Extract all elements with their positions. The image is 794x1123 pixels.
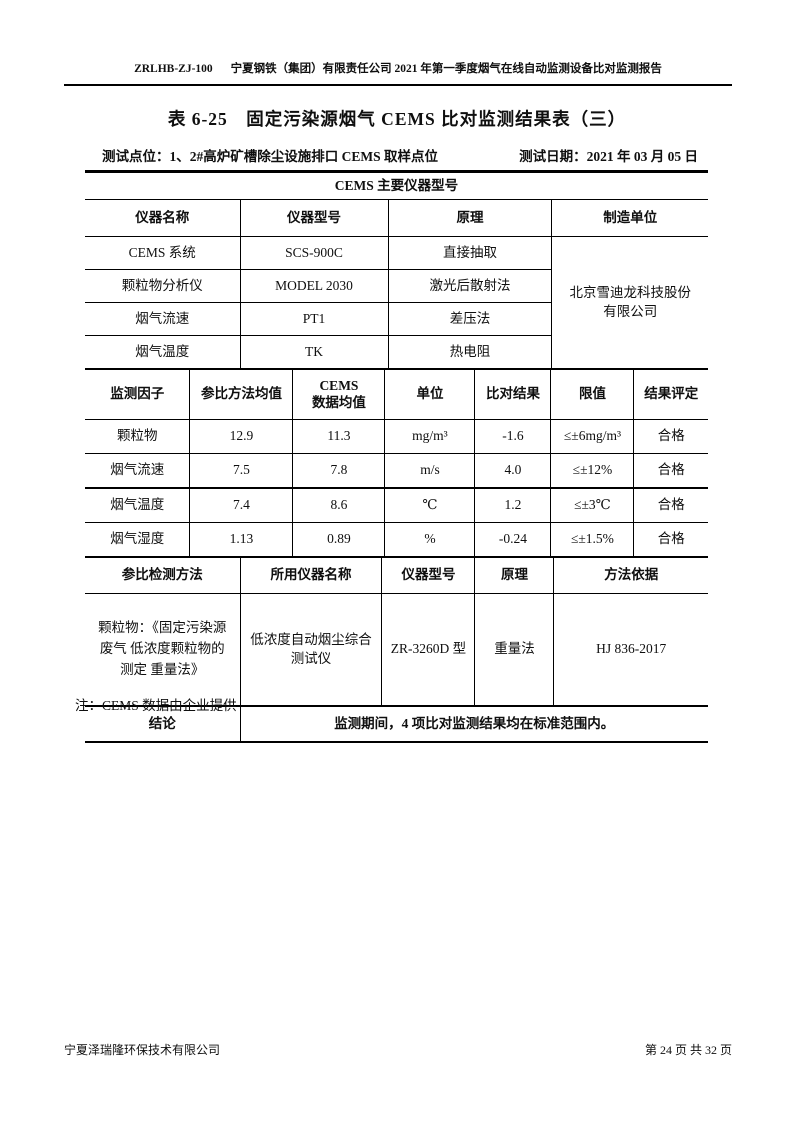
table-row: 颗粒物分析仪 MODEL 2030 激光后散射法 (85, 269, 708, 303)
cell-instrument-name: 烟气温度 (85, 335, 241, 370)
cell-principle: 差压法 (388, 302, 553, 336)
cell-ref-mean: 7.4 (189, 488, 294, 523)
conclusion-text: 监测期间，4 项比对监测结果均在标准范围内。 (240, 706, 708, 743)
header-instrument-model: 仪器型号 (240, 200, 389, 237)
cell-instrument-model: SCS-900C (240, 236, 389, 270)
table-row: 烟气湿度 1.13 0.89 % -0.24 ≤±1.5% 合格 (85, 522, 708, 558)
instrument-table: 仪器名称 仪器型号 原理 制造单位 CEMS 系统 SCS-900C 直接抽取 … (85, 200, 708, 370)
cell-ref-model: ZR-3260D 型 (381, 593, 476, 707)
header-diff: 比对结果 (474, 370, 552, 420)
cell-instrument-name: 烟气流速 (85, 302, 241, 336)
cell-instrument-model: PT1 (240, 302, 389, 336)
reference-method-table: 参比检测方法 所用仪器名称 仪器型号 原理 方法依据 颗粒物：《固定污染源废气 … (85, 558, 708, 743)
cell-verdict: 合格 (633, 453, 708, 489)
cell-cems-mean: 0.89 (292, 522, 386, 558)
cell-factor: 烟气温度 (85, 488, 191, 523)
cell-instrument-name: CEMS 系统 (85, 236, 241, 270)
table-row: 烟气流速 7.5 7.8 m/s 4.0 ≤±12% 合格 (85, 453, 708, 489)
header-verdict: 结果评定 (633, 370, 708, 420)
cell-instrument-model: MODEL 2030 (240, 269, 389, 303)
header-ref-method: 参比检测方法 (85, 558, 241, 594)
report-code: ZRLHB-ZJ-100 (134, 63, 213, 75)
test-date: 测试日期：2021 年 03 月 05 日 (519, 149, 698, 165)
cell-cems-mean: 8.6 (292, 488, 386, 523)
header-method-basis: 方法依据 (553, 558, 708, 594)
cell-ref-principle: 重量法 (474, 593, 555, 707)
header-cems-mean-line1: CEMS (319, 377, 359, 393)
test-point: 测试点位：1、2#高炉矿槽除尘设施排口 CEMS 取样点位 (102, 149, 439, 165)
header-manufacturer: 制造单位 (551, 200, 708, 237)
cell-verdict: 合格 (633, 419, 708, 454)
cell-limit: ≤±6mg/m³ (550, 419, 635, 454)
cell-factor: 烟气湿度 (85, 522, 191, 558)
footnote: 注：CEMS 数据由企业提供 (75, 698, 237, 713)
header-ref-principle: 原理 (474, 558, 555, 594)
table-row: 颗粒物：《固定污染源废气 低浓度颗粒物的测定 重量法》 低浓度自动烟尘综合测试仪… (85, 593, 708, 707)
cell-limit: ≤±12% (550, 453, 635, 489)
table-row: 颗粒物 12.9 11.3 mg/m³ -1.6 ≤±6mg/m³ 合格 (85, 419, 708, 454)
header-instrument-name: 仪器名称 (85, 200, 241, 237)
result-table: 监测因子 参比方法均值 CEMS 数据均值 单位 比对结果 限值 结果评定 颗粒… (85, 370, 708, 558)
header-cems-mean-line2: 数据均值 (311, 394, 366, 410)
cell-principle: 直接抽取 (388, 236, 553, 270)
cell-unit: m/s (384, 453, 476, 489)
cems-comparison-table: 测试点位：1、2#高炉矿槽除尘设施排口 CEMS 取样点位 测试日期：2021 … (85, 145, 708, 743)
page-header: ZRLHB-ZJ-100 宁夏钢铁（集团）有限责任公司 2021 年第一季度烟气… (64, 60, 732, 86)
cell-ref-mean: 12.9 (189, 419, 294, 454)
table-row: CEMS 系统 SCS-900C 直接抽取 北京雪迪龙科技股份有限公司 (85, 236, 708, 370)
header-factor: 监测因子 (85, 370, 191, 420)
meta-row: 测试点位：1、2#高炉矿槽除尘设施排口 CEMS 取样点位 测试日期：2021 … (85, 145, 708, 173)
cell-diff: -1.6 (474, 419, 552, 454)
section-title-cems-models: CEMS 主要仪器型号 (85, 173, 708, 200)
cell-verdict: 合格 (633, 522, 708, 558)
cell-unit: mg/m³ (384, 419, 476, 454)
cell-unit: % (384, 522, 476, 558)
cell-method-basis: HJ 836-2017 (553, 593, 708, 707)
cell-factor: 颗粒物 (85, 419, 191, 454)
header-ref-mean: 参比方法均值 (189, 370, 294, 420)
header-cems-mean: CEMS 数据均值 (292, 370, 386, 420)
cell-diff: 4.0 (474, 453, 552, 489)
header-unit: 单位 (384, 370, 476, 420)
cell-used-instrument: 低浓度自动烟尘综合测试仪 (240, 593, 383, 707)
cell-verdict: 合格 (633, 488, 708, 523)
cell-unit: ℃ (384, 488, 476, 523)
table-title: 表 6-25 固定污染源烟气 CEMS 比对监测结果表（三） (167, 109, 627, 129)
cell-ref-mean: 1.13 (189, 522, 294, 558)
instrument-table-header-row: 仪器名称 仪器型号 原理 制造单位 (85, 200, 708, 237)
cell-cems-mean: 7.8 (292, 453, 386, 489)
cell-ref-mean: 7.5 (189, 453, 294, 489)
cell-principle: 热电阻 (388, 335, 553, 370)
cell-cems-mean: 11.3 (292, 419, 386, 454)
conclusion-label: 结论 (85, 706, 241, 743)
table-row: 烟气流速 PT1 差压法 (85, 302, 708, 336)
cell-limit: ≤±1.5% (550, 522, 635, 558)
page-footer: 宁夏泽瑞隆环保技术有限公司 第 24 页 共 32 页 (64, 1041, 732, 1058)
cell-instrument-name: 颗粒物分析仪 (85, 269, 241, 303)
reference-table-header-row: 参比检测方法 所用仪器名称 仪器型号 原理 方法依据 (85, 558, 708, 594)
cell-factor: 烟气流速 (85, 453, 191, 489)
cell-diff: -0.24 (474, 522, 552, 558)
header-ref-model: 仪器型号 (381, 558, 476, 594)
cell-principle: 激光后散射法 (388, 269, 553, 303)
result-table-header-row: 监测因子 参比方法均值 CEMS 数据均值 单位 比对结果 限值 结果评定 (85, 370, 708, 420)
cell-instrument-model: TK (240, 335, 389, 370)
table-row: 烟气温度 TK 热电阻 (85, 335, 708, 370)
cell-diff: 1.2 (474, 488, 552, 523)
cell-limit: ≤±3℃ (550, 488, 635, 523)
cell-ref-method: 颗粒物：《固定污染源废气 低浓度颗粒物的测定 重量法》 (85, 593, 241, 707)
conclusion-row: 结论 监测期间，4 项比对监测结果均在标准范围内。 (85, 706, 708, 743)
table-row: 烟气温度 7.4 8.6 ℃ 1.2 ≤±3℃ 合格 (85, 488, 708, 523)
report-header-title: 宁夏钢铁（集团）有限责任公司 2021 年第一季度烟气在线自动监测设备比对监测报… (230, 63, 662, 75)
header-principle: 原理 (388, 200, 553, 237)
footer-company: 宁夏泽瑞隆环保技术有限公司 (64, 1043, 221, 1057)
cell-manufacturer: 北京雪迪龙科技股份有限公司 (551, 236, 708, 370)
footer-page-number: 第 24 页 共 32 页 (644, 1043, 732, 1057)
header-used-instrument: 所用仪器名称 (240, 558, 383, 594)
header-limit: 限值 (550, 370, 635, 420)
